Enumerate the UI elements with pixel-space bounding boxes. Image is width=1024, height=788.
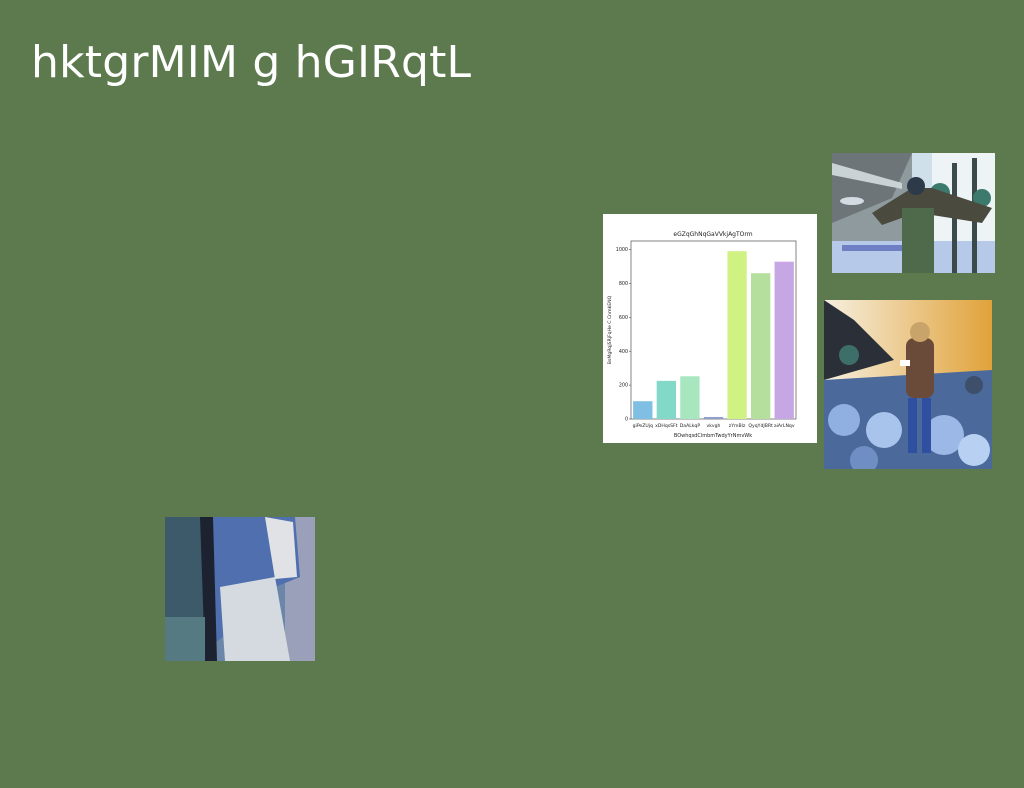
chart-title: eGZqGhNqGaVVkjAgTOrm	[673, 231, 752, 238]
bridge-photo	[832, 153, 995, 273]
x-tick-label: giPeZUjq	[633, 423, 653, 429]
bar-2	[680, 376, 700, 419]
x-axis-label: BOwhqsdClmbmTwdyYrNmvWk	[674, 433, 752, 439]
y-tick-label: 600	[619, 315, 628, 321]
y-axis-label: BsMgRqjSRjFqHe C CnmkENQ	[607, 295, 613, 364]
bars-group	[633, 251, 794, 419]
bar-4	[727, 251, 747, 419]
x-tick-label: zYmBlz	[729, 423, 746, 429]
bar-5	[750, 273, 771, 419]
bar-0	[633, 401, 653, 419]
y-tick-label: 800	[619, 281, 628, 287]
x-tick-label: vkvgh	[707, 423, 721, 429]
slide-title: hktgrMIM g hGIRqtL	[31, 37, 472, 88]
plot-frame	[630, 240, 797, 420]
desert-hiker-photo	[824, 300, 992, 469]
y-tick-label: 0	[625, 417, 628, 423]
y-tick-label: 200	[619, 383, 628, 389]
x-axis: giPeZUjq xDHqsSFt DaALkqP vkvgh zYmBlz QyqYdJ…	[633, 423, 795, 429]
y-tick-label: 1000	[616, 247, 628, 253]
x-tick-label: DaALkqP	[680, 423, 701, 429]
bar-1	[656, 380, 677, 419]
bar-6	[774, 261, 794, 419]
bar-chart-svg: eGZqGhNqGaVVkjAgTOrm 0 200 400 600 800 1000 g…	[607, 231, 797, 439]
x-tick-label: aiArLNqv	[774, 423, 795, 429]
bar-chart: eGZqGhNqGaVVkjAgTOrm 0 200 400 600 800 1000 g…	[603, 214, 817, 443]
bar-3	[703, 416, 724, 419]
y-tick-label: 400	[619, 349, 628, 355]
y-axis: 0 200 400 600 800 1000	[616, 247, 631, 423]
x-tick-label: QyqYdJBRt	[748, 423, 773, 429]
x-tick-label: xDHqsSFt	[655, 423, 678, 429]
figure-photo	[165, 517, 315, 661]
